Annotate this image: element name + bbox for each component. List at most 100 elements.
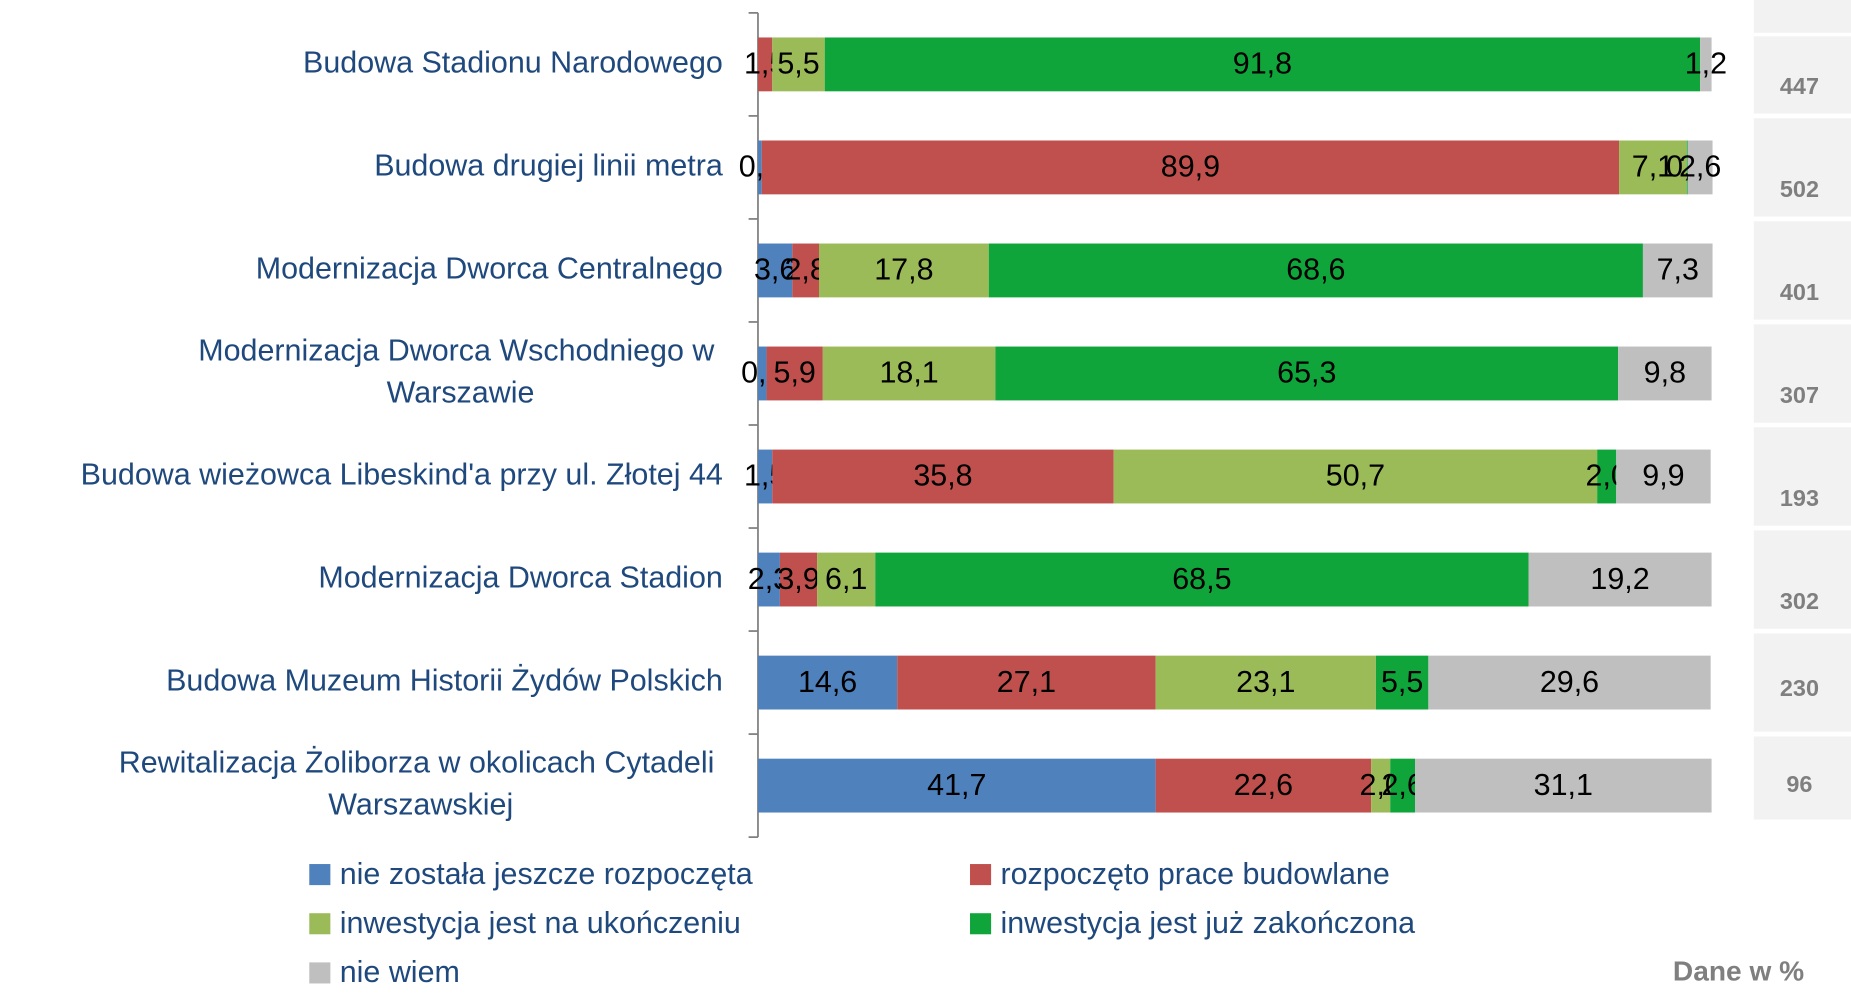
- legend-label: inwestycja jest na ukończeniu: [340, 906, 741, 940]
- bar-segment: [1528, 552, 1712, 607]
- value-label: 41,7: [927, 768, 986, 802]
- value-label: 50,7: [1326, 459, 1385, 493]
- legend-swatch: [309, 864, 331, 886]
- sample-size: 307: [1780, 382, 1819, 408]
- sample-size: 193: [1780, 485, 1819, 511]
- bar-segment: [757, 655, 898, 710]
- value-label: 23,1: [1236, 665, 1295, 699]
- value-label: 3,6: [754, 253, 796, 287]
- legend-label: nie została jeszcze rozpoczęta: [340, 857, 753, 891]
- value-label: 5,5: [777, 47, 819, 81]
- bar-segment: [1619, 140, 1687, 195]
- sample-size-cell: [1753, 736, 1851, 820]
- sample-size: 447: [1780, 73, 1819, 99]
- category-label: Modernizacja Dworca Stadion: [318, 561, 722, 595]
- bar-segment: [779, 552, 818, 607]
- value-label: 31,1: [1534, 768, 1593, 802]
- value-label: 22,6: [1234, 768, 1293, 802]
- bar-segment: [819, 243, 989, 298]
- value-label: 7,1: [1632, 150, 1674, 184]
- category-label: Budowa Muzeum Historii Żydów Polskich: [166, 663, 723, 698]
- bar-segment: [1687, 140, 1713, 195]
- bar-segment: [988, 243, 1643, 298]
- bar-segment: [875, 552, 1529, 607]
- column-header: [1753, 0, 1851, 33]
- legend-label: nie wiem: [340, 955, 460, 989]
- bar-segment: [1642, 243, 1713, 298]
- bar-segment: [1415, 758, 1712, 813]
- value-label: 35,8: [913, 459, 972, 493]
- legend-label: rozpoczęto prace budowlane: [1000, 857, 1389, 891]
- bar-segment: [1597, 449, 1617, 504]
- bar-segment: [995, 346, 1619, 401]
- bar-segment: [1371, 758, 1391, 813]
- value-label: 17,8: [874, 253, 933, 287]
- sample-size: 96: [1786, 771, 1812, 797]
- bar-segment: [757, 140, 762, 195]
- category-label: Budowa Stadionu Narodowego: [303, 45, 723, 79]
- bar-segment: [1686, 140, 1688, 195]
- sample-size: 302: [1780, 588, 1819, 614]
- sample-size-cell: [1753, 633, 1851, 732]
- legend-swatch: [970, 864, 992, 886]
- sample-size: 401: [1780, 279, 1819, 305]
- bar-segment: [897, 655, 1156, 710]
- bar-segment: [1616, 449, 1711, 504]
- value-label: 91,8: [1233, 47, 1292, 81]
- sample-size-cell: [1753, 530, 1851, 629]
- category-label: Modernizacja Dworca Centralnego: [256, 252, 723, 286]
- bar-segment: [772, 37, 825, 92]
- legend-swatch: [970, 913, 992, 935]
- legend-swatch: [309, 913, 331, 935]
- value-label: 27,1: [997, 665, 1056, 699]
- value-label: 5,9: [774, 356, 816, 390]
- value-label: 5,5: [1381, 665, 1423, 699]
- sample-size-cell: [1753, 427, 1851, 526]
- value-label: 1,2: [1685, 47, 1727, 81]
- value-label: 29,6: [1540, 665, 1599, 699]
- bar-segment: [757, 758, 1156, 813]
- category-label: Budowa wieżowca Libeskind'a przy ul. Zło…: [81, 458, 723, 492]
- sample-size-cell: [1753, 324, 1851, 423]
- sample-size-cell: [1753, 118, 1851, 217]
- value-label: 18,1: [879, 356, 938, 390]
- bar-segment: [757, 243, 793, 298]
- bar-segment: [761, 140, 1620, 195]
- value-label: 6,1: [825, 562, 867, 596]
- value-label: 9,9: [1642, 459, 1684, 493]
- category-label: Rewitalizacja Żoliborza w okolicach Cyta…: [119, 745, 723, 822]
- value-label: 7,3: [1657, 253, 1699, 287]
- sample-size-cell: [1753, 221, 1851, 320]
- bar-segment: [1155, 655, 1376, 710]
- bar-segment: [757, 37, 773, 92]
- value-label: 3,9: [777, 562, 819, 596]
- bar-segment: [757, 552, 780, 607]
- value-label: 19,2: [1590, 562, 1649, 596]
- value-label: 65,3: [1277, 356, 1336, 390]
- bar-segment: [824, 37, 1701, 92]
- bar-segment: [757, 346, 767, 401]
- value-label: 68,5: [1172, 562, 1231, 596]
- bar-segment: [1375, 655, 1429, 710]
- value-label: 89,9: [1161, 150, 1220, 184]
- value-label: 2,6: [1679, 150, 1721, 184]
- value-label: 68,6: [1286, 253, 1345, 287]
- category-label: Budowa drugiej linii metra: [374, 148, 723, 182]
- bar-segment: [772, 449, 1114, 504]
- legend-label: inwestycja jest już zakończona: [1000, 906, 1415, 940]
- sample-size: 502: [1780, 176, 1819, 202]
- bar-segment: [1155, 758, 1372, 813]
- sample-size: 230: [1780, 675, 1819, 701]
- bar-segment: [1113, 449, 1598, 504]
- value-label: 9,8: [1644, 356, 1686, 390]
- category-label: Modernizacja Dworca Wschodniego w Warsza…: [198, 333, 723, 409]
- bar-segment: [766, 346, 823, 401]
- bar-segment: [817, 552, 876, 607]
- note: Dane w %: [1673, 955, 1804, 986]
- bar-segment: [792, 243, 820, 298]
- sample-size-cell: [1753, 36, 1851, 114]
- bar-segment: [757, 449, 773, 504]
- bar-segment: [1618, 346, 1712, 401]
